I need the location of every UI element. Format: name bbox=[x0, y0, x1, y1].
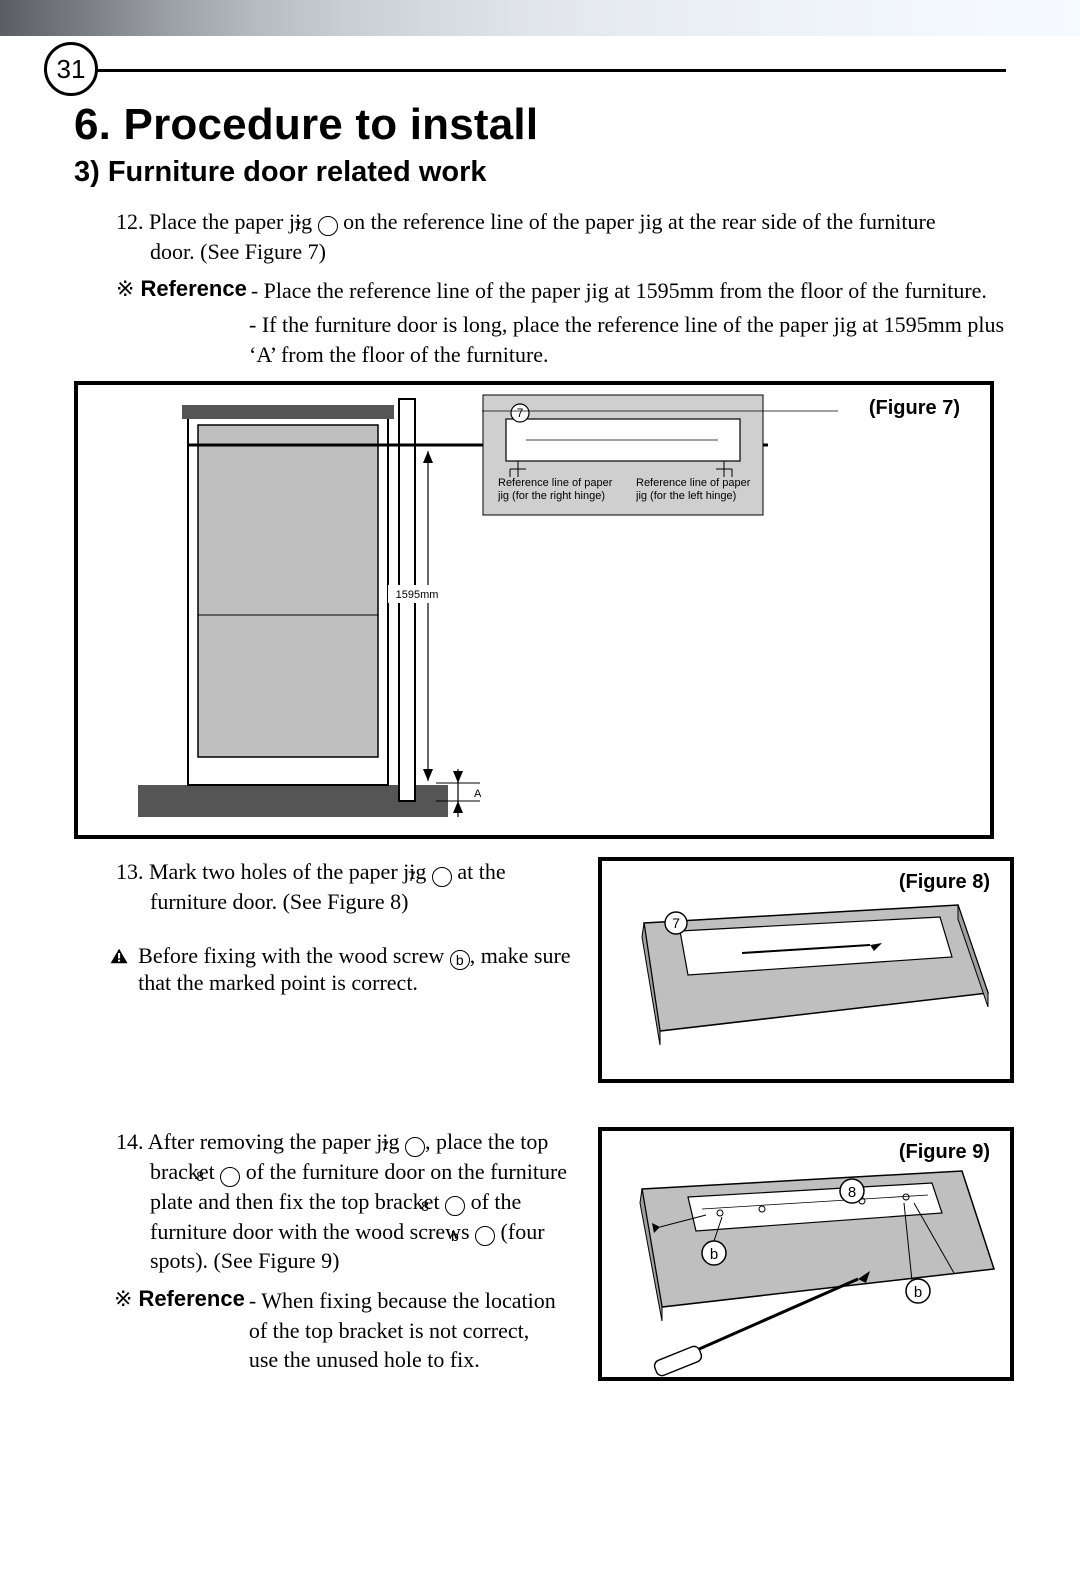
section-heading: 6. Procedure to install bbox=[74, 100, 1014, 150]
ref-label: Reference bbox=[140, 276, 246, 302]
caution13-a: Before fixing with the wood screw bbox=[138, 943, 450, 968]
circled-8-icon: 8 bbox=[445, 1196, 465, 1216]
svg-text:b: b bbox=[914, 1284, 922, 1301]
reference-block-1: ※ Reference - Place the reference line o… bbox=[116, 276, 1014, 369]
page-content: 6. Procedure to install 3) Furniture doo… bbox=[74, 100, 1014, 1381]
ref1-line1: - Place the reference line of the paper … bbox=[251, 276, 1014, 306]
step12-text-a: Place the paper jig bbox=[149, 209, 318, 234]
ref1-line2: - If the furniture door is long, place t… bbox=[249, 310, 1014, 369]
reference-block-2: ※ Reference - When fixing because the lo… bbox=[114, 1286, 572, 1375]
caution-13: Before fixing with the wood screw b, mak… bbox=[110, 943, 572, 996]
header-gradient-band bbox=[0, 0, 1080, 36]
circled-b-icon: b bbox=[450, 950, 470, 970]
circled-b-icon: b bbox=[475, 1226, 495, 1246]
step14-a: After removing the paper jig bbox=[148, 1129, 405, 1154]
circled-7-icon: 7 bbox=[318, 216, 338, 236]
page-number-badge: 31 bbox=[44, 42, 98, 96]
warning-icon bbox=[110, 943, 128, 969]
top-rule bbox=[44, 69, 1006, 72]
ref-mark: ※ bbox=[116, 276, 134, 302]
figure-9-diagram: 8 b b bbox=[602, 1131, 1010, 1377]
row-step14: 14. After removing the paper jig 7, plac… bbox=[74, 1127, 1014, 1381]
circled-7-icon: 7 bbox=[432, 867, 452, 887]
circled-8-icon: 8 bbox=[220, 1167, 240, 1187]
step-13: 13. Mark two holes of the paper jig 7 at… bbox=[116, 857, 572, 916]
svg-text:1595mm: 1595mm bbox=[396, 589, 439, 601]
step-14: 14. After removing the paper jig 7, plac… bbox=[116, 1127, 572, 1275]
figure-8-box: (Figure 8) 7 bbox=[598, 857, 1014, 1083]
figure-7-diagram: 1595mm A 7 Reference line of pape bbox=[78, 385, 990, 835]
step13-text-a: Mark two holes of the paper jig bbox=[149, 859, 432, 884]
ref-mark: ※ bbox=[114, 1286, 132, 1312]
figure-9-box: (Figure 9) bbox=[598, 1127, 1014, 1381]
svg-text:7: 7 bbox=[517, 406, 524, 420]
figure-7-box: (Figure 7) 1595mm bbox=[74, 381, 994, 839]
ref-label: Reference bbox=[138, 1286, 244, 1312]
svg-text:b: b bbox=[710, 1246, 718, 1263]
figure-7-label: (Figure 7) bbox=[869, 397, 960, 420]
svg-text:A: A bbox=[474, 788, 482, 800]
step13-num: 13. bbox=[116, 859, 144, 884]
svg-text:8: 8 bbox=[848, 1184, 856, 1201]
step14-num: 14. bbox=[116, 1129, 144, 1154]
circled-7-icon: 7 bbox=[405, 1137, 425, 1157]
ref2-body: - When fixing because the location of th… bbox=[249, 1286, 559, 1375]
row-step13: 13. Mark two holes of the paper jig 7 at… bbox=[74, 857, 1014, 1083]
figure-8-label: (Figure 8) bbox=[899, 871, 990, 894]
svg-text:7: 7 bbox=[672, 915, 680, 931]
step-12: 12. Place the paper jig 7 on the referen… bbox=[116, 207, 976, 266]
figure-9-label: (Figure 9) bbox=[899, 1141, 990, 1164]
step12-num: 12. bbox=[116, 209, 144, 234]
subsection-heading: 3) Furniture door related work bbox=[74, 156, 1014, 189]
